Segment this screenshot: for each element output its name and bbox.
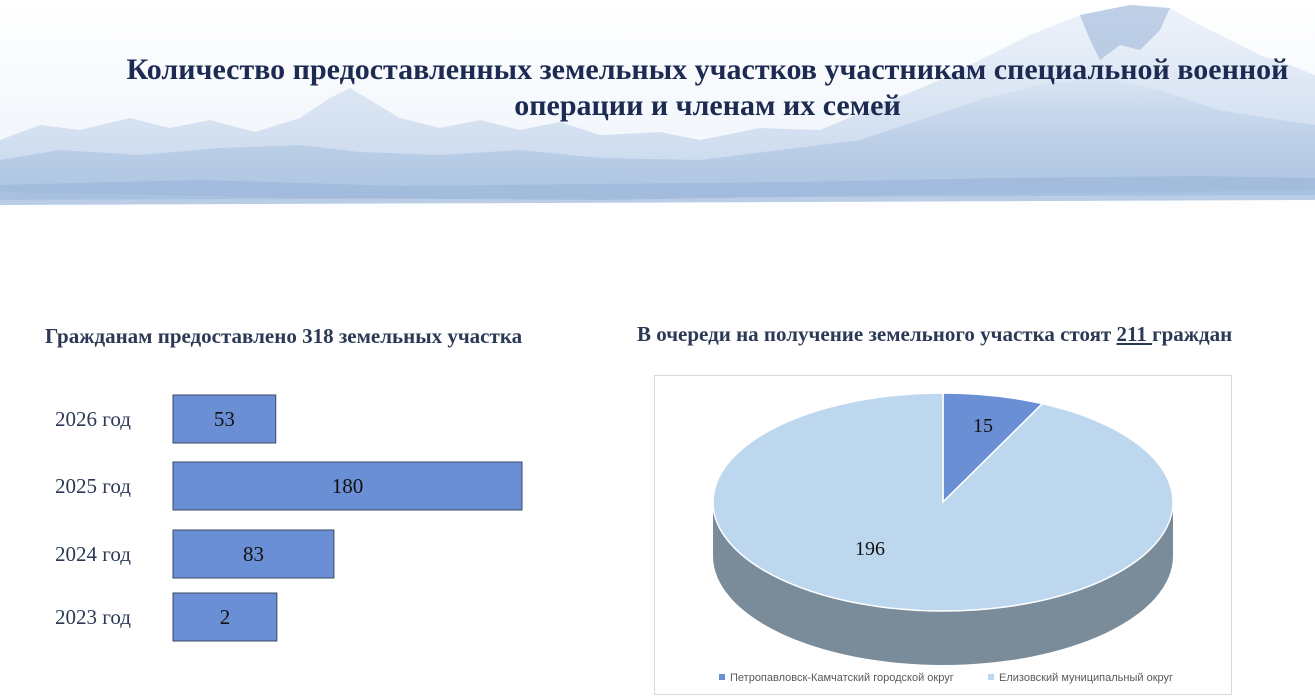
pie-slice bbox=[942, 392, 1044, 504]
legend-label: Петропавловск-Камчатский городской округ bbox=[730, 672, 954, 684]
pie-chart: 15 196 Петропавловск-Камчатский городской … bbox=[712, 392, 1174, 684]
bar-category-label: 2026 год bbox=[55, 407, 131, 431]
pie-side bbox=[713, 502, 1173, 665]
bar-group: 2023 год 2 bbox=[55, 592, 278, 642]
bar-value-label: 53 bbox=[214, 407, 235, 431]
pie-chart-frame: 15 196 Петропавловск-Камчатский городской … bbox=[654, 375, 1232, 695]
legend-item: Елизовский муниципальный округ bbox=[988, 672, 1173, 684]
pie-chart-heading: В очереди на получение земельного участк… bbox=[637, 322, 1232, 347]
pie-slice bbox=[712, 392, 1174, 612]
legend-swatch bbox=[719, 674, 725, 680]
queue-count: 211 bbox=[1116, 322, 1153, 346]
bar-chart: 2026 год 53 2025 год 180 2024 год 83 2023 год 2 bbox=[55, 394, 523, 642]
bar-value-label: 180 bbox=[332, 474, 364, 498]
bar bbox=[172, 529, 335, 579]
legend-swatch bbox=[988, 674, 994, 680]
bar bbox=[172, 394, 277, 444]
bar-value-label: 83 bbox=[243, 542, 264, 566]
bar-category-label: 2024 год bbox=[55, 542, 131, 566]
bar-category-label: 2023 год bbox=[55, 605, 131, 629]
pie-value-label: 15 bbox=[973, 415, 993, 437]
bar-group: 2026 год 53 bbox=[55, 394, 277, 444]
bar-chart-heading: Гражданам предоставлено 318 земельных уч… bbox=[45, 324, 523, 348]
pie-value-label: 196 bbox=[855, 538, 885, 560]
page-title: Количество предоставленных земельных уча… bbox=[126, 53, 1289, 122]
bar bbox=[172, 461, 523, 511]
bar-value-label: 2 bbox=[220, 605, 231, 629]
bar-group: 2025 год 180 bbox=[55, 461, 523, 511]
legend-label: Елизовский муниципальный округ bbox=[999, 672, 1173, 684]
bar-group: 2024 год 83 bbox=[55, 529, 335, 579]
mountain-background bbox=[0, 0, 1315, 215]
bar bbox=[172, 592, 278, 642]
heading-prefix: В очереди на получение земельного участк… bbox=[637, 322, 1117, 346]
legend-item: Петропавловск-Камчатский городской округ bbox=[719, 672, 954, 684]
heading-suffix: граждан bbox=[1152, 322, 1233, 346]
bar-category-label: 2025 год bbox=[55, 474, 131, 498]
